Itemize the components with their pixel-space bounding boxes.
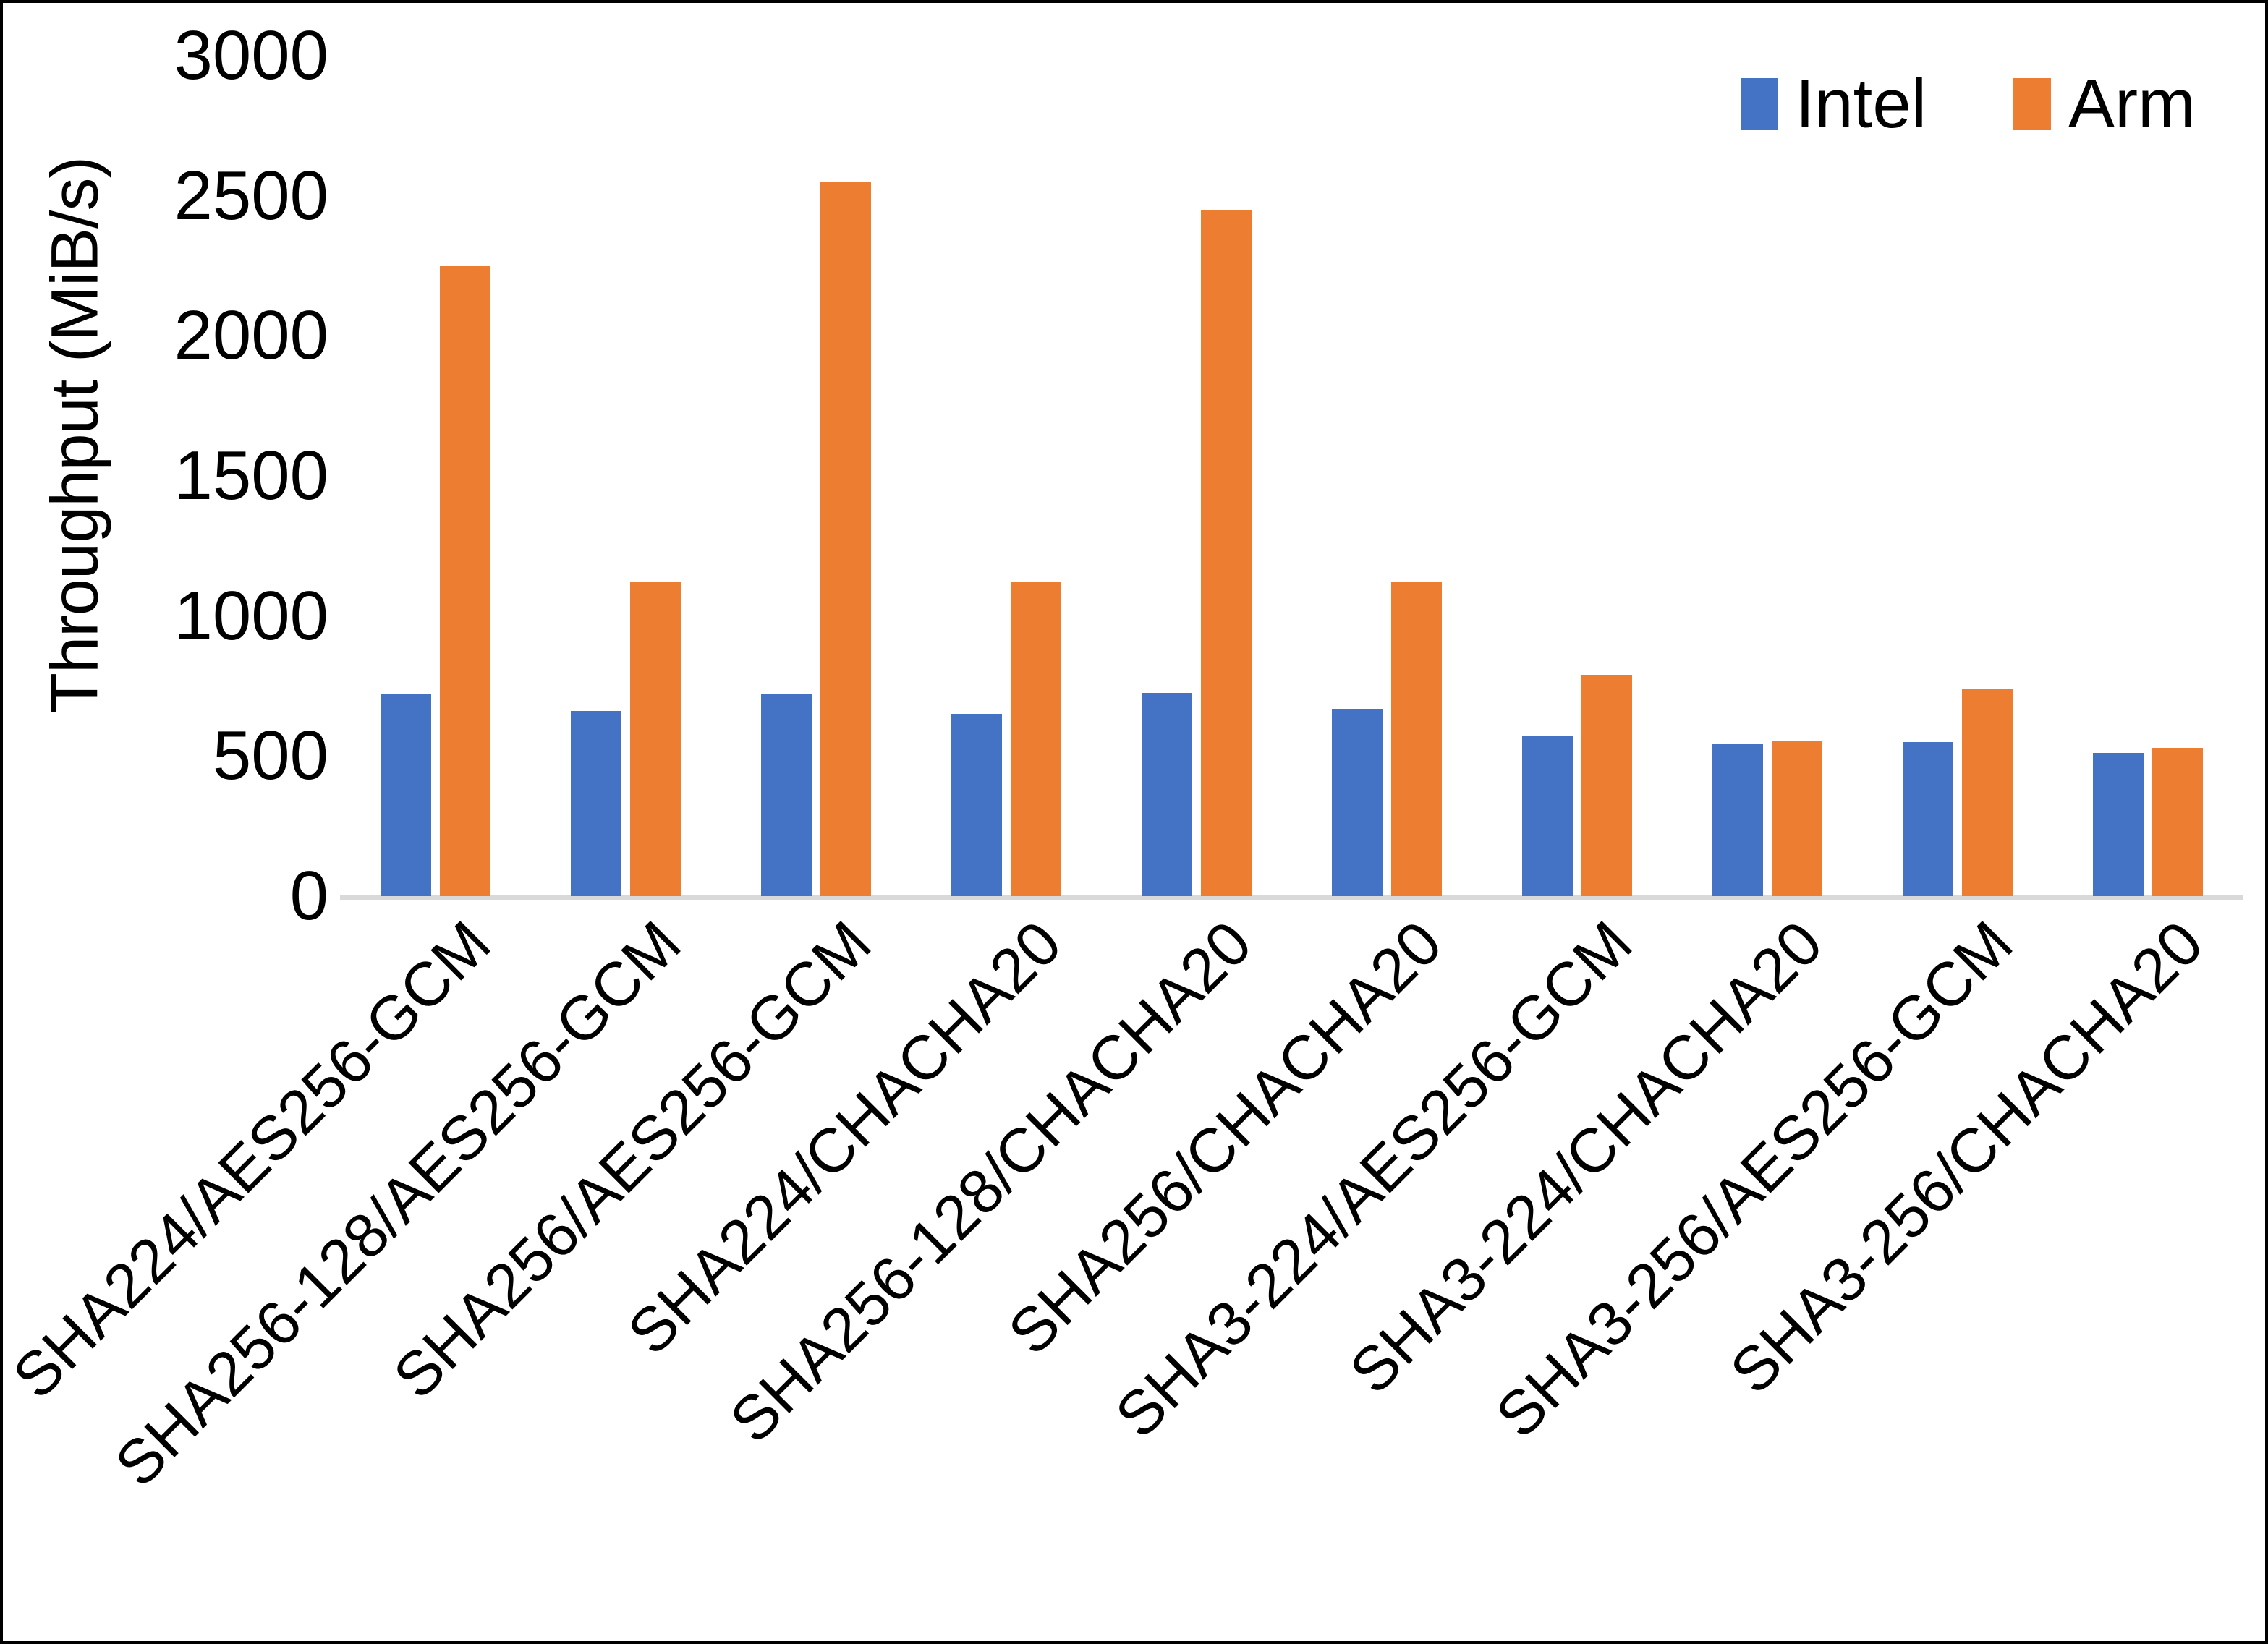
legend-entry-arm[interactable]: Arm bbox=[2013, 69, 2196, 139]
bar-arm bbox=[1581, 675, 1632, 896]
bar-intel bbox=[1521, 736, 1573, 896]
y-tick-label: 3000 bbox=[174, 17, 328, 94]
legend-label: Arm bbox=[2068, 65, 2196, 142]
bar-intel bbox=[951, 714, 1002, 896]
bar-group bbox=[721, 56, 911, 896]
bar-intel bbox=[380, 694, 431, 896]
bar-group bbox=[340, 56, 530, 896]
y-tick-label: 2000 bbox=[174, 297, 328, 375]
bar-intel bbox=[1331, 708, 1383, 896]
bar-group bbox=[2052, 56, 2243, 896]
legend-entry-intel[interactable]: Intel bbox=[1740, 65, 1927, 142]
bar-arm bbox=[820, 182, 871, 896]
y-tick-label: 1500 bbox=[174, 437, 328, 514]
bar-arm bbox=[2152, 747, 2203, 896]
bar-group bbox=[911, 56, 1101, 896]
bar-arm bbox=[439, 265, 490, 896]
y-tick-label: 2500 bbox=[174, 156, 328, 234]
bar-intel bbox=[2092, 753, 2144, 896]
y-tick-label: 500 bbox=[212, 717, 328, 795]
bar-group bbox=[1482, 56, 1672, 896]
legend-swatch-icon bbox=[2013, 78, 2052, 130]
bar-arm bbox=[1200, 210, 1252, 896]
bar-arm bbox=[1010, 582, 1061, 896]
bar-arm bbox=[1390, 582, 1442, 896]
bar-group bbox=[530, 56, 721, 896]
y-tick-label: 0 bbox=[289, 857, 328, 934]
plot-area bbox=[340, 56, 2243, 900]
y-axis-title: Throughput (MiB/s) bbox=[38, 156, 112, 714]
y-tick-label: 1000 bbox=[174, 576, 328, 655]
y-axis-tick-labels: 3000 2500 2000 1500 1000 500 0 bbox=[111, 3, 328, 1641]
bar-arm bbox=[1771, 741, 1822, 896]
legend-swatch-icon bbox=[1740, 78, 1778, 130]
bar-arm bbox=[1961, 689, 2013, 896]
chart-legend: Intel Arm bbox=[1740, 65, 2196, 142]
bar-intel bbox=[1902, 741, 1953, 896]
bar-group bbox=[1862, 56, 2052, 896]
x-axis-category-labels: SHA224/AES256-GCM SHA256-128/AES256-GCM SH… bbox=[3, 908, 2265, 1562]
bar-arm bbox=[629, 582, 681, 896]
bar-group bbox=[1101, 56, 1291, 896]
x-axis-baseline bbox=[340, 895, 2243, 900]
bar-group bbox=[1291, 56, 1482, 896]
bar-intel bbox=[1141, 693, 1192, 896]
legend-label: Intel bbox=[1795, 65, 1927, 142]
bar-group bbox=[1672, 56, 1862, 896]
bar-intel bbox=[1712, 743, 1763, 896]
bar-intel bbox=[570, 711, 621, 896]
bar-intel bbox=[760, 694, 812, 896]
